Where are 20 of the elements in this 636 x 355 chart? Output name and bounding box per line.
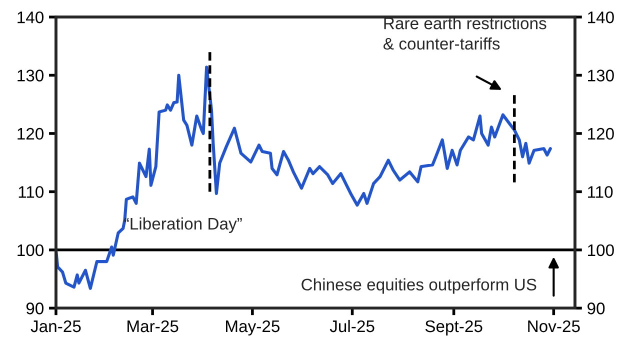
x-tick-label: Sept-25 — [425, 320, 482, 336]
y2-tick-label: 140 — [588, 11, 614, 24]
x-tick-label: Mar-25 — [128, 320, 178, 332]
annotation: Rare earth restrictions & counter-tariffs — [384, 17, 546, 50]
x-tick-label: Jul-25 — [330, 320, 374, 332]
x-tick-label: Nov-25 — [528, 320, 580, 332]
y2-tick-label: 90 — [588, 302, 605, 314]
y-tick-label: 120 — [18, 128, 44, 140]
y-tick-label: 90 — [26, 302, 44, 314]
x-tick-label: May-25 — [226, 320, 280, 336]
y2-tick-label: 120 — [588, 128, 614, 140]
annotation: Chinese equities outperform US — [302, 278, 536, 294]
y-tick-label: 100 — [18, 244, 44, 256]
y-tick-label: 130 — [18, 70, 44, 82]
y-tick-label: 140 — [18, 11, 44, 24]
y-tick-label: 110 — [18, 186, 44, 198]
x-tick-label: Jan-25 — [30, 320, 81, 332]
y2-tick-label: 100 — [588, 244, 614, 256]
y2-tick-label: 130 — [588, 70, 614, 82]
y2-tick-label: 110 — [588, 186, 613, 198]
